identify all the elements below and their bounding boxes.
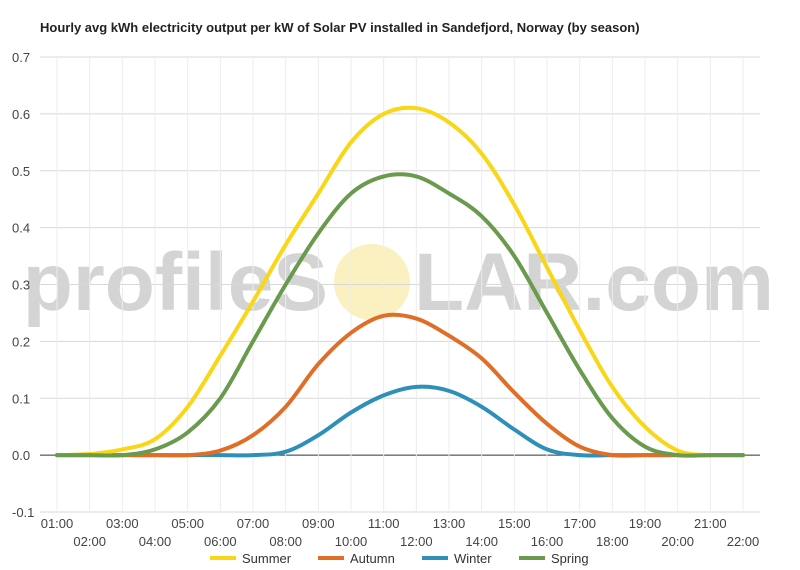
y-tick-label: 0.7 [12, 50, 30, 65]
y-tick-label: 0.0 [12, 448, 30, 463]
x-tick-label: 13:00 [433, 516, 466, 531]
x-tick-label: 06:00 [204, 534, 237, 549]
y-tick-label: 0.5 [12, 164, 30, 179]
x-tick-label: 02:00 [73, 534, 106, 549]
watermark: profileS LAR.com [23, 237, 774, 328]
legend-label-summer: Summer [242, 551, 292, 566]
x-tick-label: 20:00 [661, 534, 694, 549]
y-tick-label: -0.1 [12, 505, 34, 520]
y-tick-label: 0.2 [12, 334, 30, 349]
x-tick-label: 12:00 [400, 534, 433, 549]
y-tick-label: 0.3 [12, 278, 30, 293]
x-tick-label: 14:00 [465, 534, 498, 549]
y-tick-label: 0.6 [12, 107, 30, 122]
x-tick-label: 10:00 [335, 534, 368, 549]
legend-label-autumn: Autumn [350, 551, 395, 566]
x-tick-label: 05:00 [171, 516, 204, 531]
legend: Summer Autumn Winter Spring [210, 551, 589, 566]
x-tick-label: 03:00 [106, 516, 139, 531]
x-tick-label: 18:00 [596, 534, 629, 549]
series-layer [55, 105, 745, 458]
watermark-sun-icon [334, 244, 410, 320]
watermark-text-right: LAR.com [414, 237, 774, 328]
series-line-summer [55, 105, 745, 458]
x-tick-label: 17:00 [563, 516, 596, 531]
x-tick-label: 01:00 [41, 516, 74, 531]
x-tick-label: 11:00 [368, 516, 400, 531]
x-tick-label: 16:00 [531, 534, 564, 549]
x-tick-label: 08:00 [269, 534, 302, 549]
x-tick-label: 09:00 [302, 516, 335, 531]
legend-label-spring: Spring [551, 551, 589, 566]
x-tick-label: 21:00 [694, 516, 727, 531]
watermark-text-left: profileS [23, 237, 328, 328]
legend-label-winter: Winter [454, 551, 492, 566]
x-tick-label: 19:00 [629, 516, 662, 531]
axis-labels: -0.1 0.0 0.1 0.2 0.3 0.4 0.5 0.6 0.7 01:00 02:0003… [12, 50, 759, 549]
x-tick-label: 22:00 [727, 534, 760, 549]
x-tick-label: 04:00 [139, 534, 172, 549]
chart-title: Hourly avg kWh electricity output per kW… [40, 20, 640, 35]
y-tick-label: 0.4 [12, 221, 30, 236]
x-tick-label: 07:00 [237, 516, 270, 531]
x-tick-label: 15:00 [498, 516, 531, 531]
y-tick-label: 0.1 [12, 391, 30, 406]
series-line-spring [55, 172, 745, 458]
series-line-autumn [55, 312, 745, 458]
